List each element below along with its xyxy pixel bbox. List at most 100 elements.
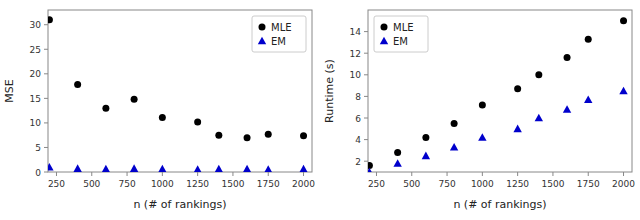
x-tick — [232, 172, 233, 176]
y-tick-label: 20 — [30, 69, 42, 79]
x-tick — [376, 172, 377, 176]
scatter-point — [368, 162, 373, 169]
scatter-point — [243, 165, 251, 172]
legend-label: MLE — [393, 22, 414, 33]
x-tick-label: 1500 — [221, 179, 244, 189]
scatter-point — [48, 16, 53, 23]
y-tick — [364, 96, 368, 97]
y-tick-label: 8 — [355, 92, 361, 102]
scatter-point — [563, 105, 571, 113]
y-tick-label: 12 — [350, 49, 361, 59]
scatter-point — [300, 132, 307, 139]
x-tick-label: 750 — [438, 179, 455, 189]
legend-box — [374, 16, 428, 52]
x-tick — [303, 172, 304, 176]
x-tick — [268, 172, 269, 176]
x-tick-label: 250 — [368, 179, 385, 189]
y-tick-label: 2 — [355, 157, 361, 167]
y-tick — [364, 31, 368, 32]
legend: MLEEM — [252, 16, 306, 52]
y-tick — [364, 74, 368, 75]
x-tick-label: 1250 — [506, 179, 529, 189]
scatter-point — [299, 165, 307, 172]
scatter-point — [73, 164, 81, 172]
scatter-point — [244, 134, 251, 141]
y-tick — [364, 53, 368, 54]
x-tick-label: 1750 — [577, 179, 600, 189]
scatter-point — [265, 131, 272, 138]
scatter-point — [513, 125, 521, 133]
legend-label: EM — [393, 36, 408, 47]
x-axis-label: n (# of rankings) — [453, 198, 546, 211]
y-tick-label: 10 — [350, 70, 362, 80]
scatter-point — [158, 165, 166, 172]
scatter-point — [584, 95, 592, 103]
x-tick — [411, 172, 412, 176]
scatter-point — [48, 163, 54, 171]
scatter-point — [130, 164, 138, 172]
scatter-point — [619, 87, 627, 95]
x-tick — [588, 172, 589, 176]
scatter-point — [564, 54, 571, 61]
data-points — [48, 16, 308, 172]
x-tick-label: 250 — [48, 179, 65, 189]
y-tick-label: 6 — [355, 114, 361, 124]
x-tick — [447, 172, 448, 176]
y-tick-label: 25 — [30, 45, 41, 55]
x-tick — [623, 172, 624, 176]
scatter-point — [451, 120, 458, 127]
scatter-point — [422, 152, 430, 160]
plot-frame — [368, 10, 632, 172]
x-tick — [552, 172, 553, 176]
y-tick — [44, 98, 48, 99]
y-tick-label: 15 — [30, 94, 41, 104]
scatter-point — [194, 118, 201, 125]
x-tick — [91, 172, 92, 176]
y-tick-label: 4 — [355, 135, 361, 145]
scatter-point — [393, 159, 401, 167]
x-tick — [517, 172, 518, 176]
x-tick-label: 1000 — [151, 179, 174, 189]
x-tick-label: 500 — [83, 179, 100, 189]
legend-label: MLE — [271, 22, 292, 33]
y-tick-label: 0 — [35, 168, 41, 178]
plot-frame — [48, 10, 312, 172]
y-tick — [44, 147, 48, 148]
scatter-point — [102, 165, 110, 172]
scatter-point — [159, 114, 166, 121]
scatter-point — [450, 143, 458, 151]
y-tick — [364, 139, 368, 140]
scatter-point — [264, 165, 272, 172]
scatter-point — [514, 85, 521, 92]
legend-symbol — [381, 24, 388, 31]
x-tick — [482, 172, 483, 176]
y-tick — [44, 122, 48, 123]
y-tick-label: 10 — [30, 118, 42, 128]
x-tick-label: 2000 — [612, 179, 635, 189]
panel: 2505007501000125015001750200005101520253… — [3, 10, 315, 211]
y-tick — [44, 49, 48, 50]
panel: 250500750100012501500175020002468101214n… — [323, 10, 635, 211]
scatter-point — [215, 165, 223, 172]
y-axis-label: MSE — [3, 79, 16, 102]
legend-symbol — [380, 37, 388, 45]
x-tick-label: 1500 — [541, 179, 564, 189]
scatter-point — [394, 149, 401, 156]
y-tick-label: 5 — [35, 143, 41, 153]
y-tick — [44, 73, 48, 74]
scatter-point — [535, 71, 542, 78]
y-axis-label: Runtime (s) — [323, 59, 336, 123]
chart: 250 500 750 1000 1250 1500 1750 2000 0 5 10 15 20 25 3… — [0, 0, 640, 220]
scatter-point — [74, 81, 81, 88]
x-tick-label: 1000 — [471, 179, 494, 189]
scatter-point — [215, 132, 222, 139]
scatter-point — [585, 36, 592, 43]
scatter-point — [193, 165, 201, 172]
legend-symbol — [258, 37, 266, 45]
y-tick-label: 30 — [30, 20, 42, 30]
x-tick-label: 500 — [403, 179, 420, 189]
legend: MLE EM — [374, 16, 428, 52]
scatter-point — [131, 96, 138, 103]
y-tick — [364, 118, 368, 119]
scatter-point — [479, 102, 486, 109]
